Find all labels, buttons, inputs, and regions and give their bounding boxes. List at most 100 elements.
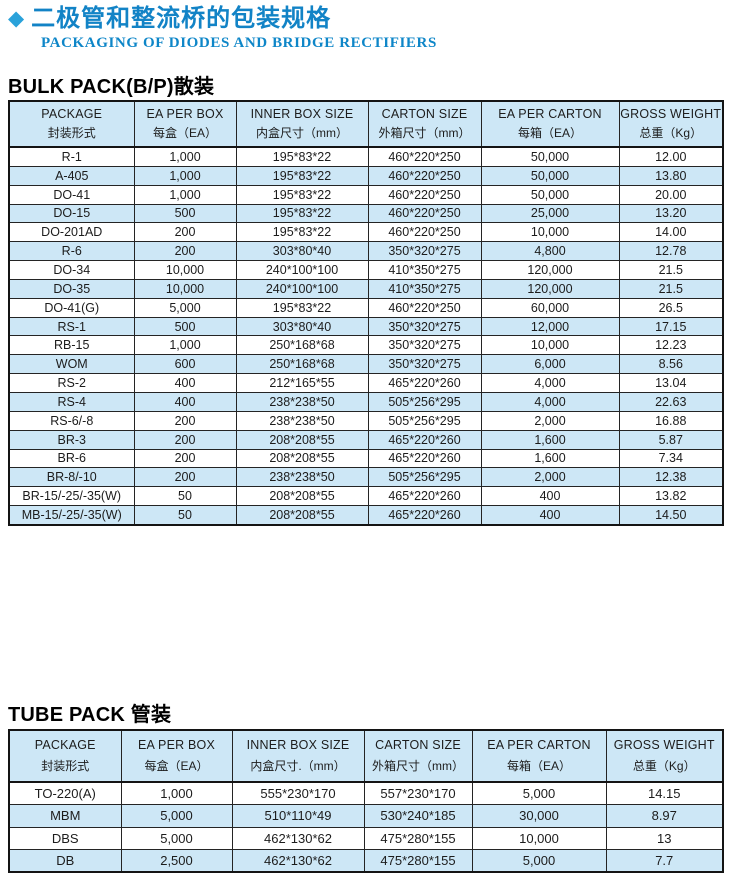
table-cell: 1,000 <box>120 781 233 806</box>
table-cell: DO-35 <box>8 278 135 299</box>
col-header-en: GROSS WEIGHT <box>620 107 722 121</box>
table-cell: 600 <box>133 354 237 375</box>
col-header-ea-per-box: EA PER BOX 每盒（EA） <box>120 729 233 783</box>
table-cell: 60,000 <box>480 297 620 318</box>
table-cell: 460*220*250 <box>367 146 482 167</box>
table-cell: 13.82 <box>618 486 724 507</box>
col-header-en: GROSS WEIGHT <box>613 738 715 752</box>
table-row: RS-2 400 212*165*55 465*220*260 4,000 13.04 <box>8 373 724 393</box>
table-cell: 10,000 <box>133 260 237 280</box>
col-header-zh: 每箱（EA） <box>506 759 571 773</box>
table-cell: RS-6/-8 <box>8 410 135 431</box>
table-cell: DO-15 <box>8 203 135 224</box>
table-cell: 505*256*295 <box>367 391 482 412</box>
table-cell: 5,000 <box>120 804 233 828</box>
table-cell: MB-15/-25/-35(W) <box>8 505 135 526</box>
table-cell: 500 <box>133 203 237 224</box>
table-row: DB 2,500 462*130*62 475*280*155 5,000 7.7 <box>8 848 724 873</box>
table-cell: 2,000 <box>480 410 620 431</box>
table-cell: 200 <box>133 467 237 488</box>
table-cell: 465*220*260 <box>367 505 482 526</box>
table-cell: 21.5 <box>618 278 724 299</box>
table-cell: 195*83*22 <box>235 222 369 243</box>
col-header-zh: 每盒（EA） <box>144 759 209 773</box>
table-cell: 500 <box>133 316 237 337</box>
table-cell: 2,000 <box>480 467 620 488</box>
table-row: DO-34 10,000 240*100*100 410*350*275 120,000… <box>8 260 724 280</box>
table-cell: 400 <box>133 373 237 393</box>
col-header-gross-weight: GROSS WEIGHT 总重（Kg） <box>605 729 724 783</box>
table-cell: 1,600 <box>480 448 620 469</box>
table-header-row: PACKAGE 封装形式 EA PER BOX 每盒（EA） INNER BOX… <box>8 729 724 783</box>
table-row: R-1 1,000 195*83*22 460*220*250 50,000 12.00 <box>8 146 724 167</box>
col-header-ea-per-carton: EA PER CARTON 每箱（EA） <box>471 729 607 783</box>
table-cell: DB <box>8 848 122 873</box>
table-cell: DBS <box>8 826 122 850</box>
col-header-zh: 内盒尺寸（mm） <box>256 126 348 140</box>
table-row: RB-15 1,000 250*168*68 350*320*275 10,000 12.… <box>8 335 724 356</box>
col-header-zh: 每盒（EA） <box>152 126 217 140</box>
table-cell: RS-2 <box>8 373 135 393</box>
table-cell: 7.7 <box>605 848 724 873</box>
table-cell: 5.87 <box>618 429 724 450</box>
table-cell: 465*220*260 <box>367 429 482 450</box>
table-cell: 50 <box>133 505 237 526</box>
table-cell: 505*256*295 <box>367 410 482 431</box>
bulk-pack-heading: BULK PACK(B/P)散装 <box>8 76 215 98</box>
table-cell: 200 <box>133 410 237 431</box>
table-row: RS-6/-8 200 238*238*50 505*256*295 2,000 16.8… <box>8 410 724 431</box>
col-header-en: EA PER CARTON <box>498 107 602 121</box>
bulk-pack-table: PACKAGE 封装形式 EA PER BOX 每盒（EA） INNER BOX… <box>8 100 724 526</box>
table-row: R-6 200 303*80*40 350*320*275 4,800 12.78 <box>8 241 724 262</box>
tube-pack-table-body: TO-220(A) 1,000 555*230*170 557*230*170 5,00… <box>8 781 724 873</box>
table-cell: 195*83*22 <box>235 297 369 318</box>
table-cell: 510*110*49 <box>231 804 365 828</box>
table-cell: 10,000 <box>471 826 607 850</box>
col-header-ea-per-box: EA PER BOX 每盒（EA） <box>133 100 237 148</box>
table-row: BR-15/-25/-35(W) 50 208*208*55 465*220*260 4… <box>8 486 724 507</box>
table-cell: 1,000 <box>133 165 237 186</box>
table-cell: 410*350*275 <box>367 260 482 280</box>
table-cell: 195*83*22 <box>235 165 369 186</box>
table-cell: 350*320*275 <box>367 241 482 262</box>
page-subtitle: PACKAGING OF DIODES AND BRIDGE RECTIFIER… <box>41 35 437 51</box>
col-header-carton-size: CARTON SIZE 外箱尺寸（mm） <box>367 100 482 148</box>
table-row: A-405 1,000 195*83*22 460*220*250 50,000 13.8… <box>8 165 724 186</box>
col-header-en: INNER BOX SIZE <box>246 738 350 752</box>
table-cell: 50,000 <box>480 165 620 186</box>
table-cell: 12.00 <box>618 146 724 167</box>
table-cell: DO-41 <box>8 184 135 205</box>
table-cell: 1,000 <box>133 335 237 356</box>
table-cell: 200 <box>133 448 237 469</box>
col-header-package: PACKAGE 封装形式 <box>8 729 122 783</box>
table-row: DO-41(G) 5,000 195*83*22 460*220*250 60,000 2… <box>8 297 724 318</box>
table-cell: 475*280*155 <box>363 826 473 850</box>
table-cell: 200 <box>133 241 237 262</box>
table-cell: R-1 <box>8 146 135 167</box>
table-cell: 460*220*250 <box>367 165 482 186</box>
table-cell: BR-15/-25/-35(W) <box>8 486 135 507</box>
table-cell: 208*208*55 <box>235 429 369 450</box>
table-cell: 460*220*250 <box>367 184 482 205</box>
table-cell: 200 <box>133 429 237 450</box>
col-header-en: INNER BOX SIZE <box>250 107 354 121</box>
table-cell: 350*320*275 <box>367 335 482 356</box>
col-header-inner-box-size: INNER BOX SIZE 内盒尺寸.（mm） <box>231 729 365 783</box>
table-cell: 462*130*62 <box>231 826 365 850</box>
table-cell: WOM <box>8 354 135 375</box>
table-cell: TO-220(A) <box>8 781 122 806</box>
col-header-inner-box-size: INNER BOX SIZE 内盒尺寸（mm） <box>235 100 369 148</box>
table-cell: 208*208*55 <box>235 505 369 526</box>
table-cell: 555*230*170 <box>231 781 365 806</box>
col-header-en: PACKAGE <box>41 107 103 121</box>
table-cell: 530*240*185 <box>363 804 473 828</box>
table-cell: 400 <box>133 391 237 412</box>
table-cell: 10,000 <box>480 222 620 243</box>
table-cell: 13.20 <box>618 203 724 224</box>
table-cell: 12.78 <box>618 241 724 262</box>
table-cell: 7.34 <box>618 448 724 469</box>
col-header-en: EA PER CARTON <box>487 738 591 752</box>
table-cell: 21.5 <box>618 260 724 280</box>
table-row: DO-201AD 200 195*83*22 460*220*250 10,000 14.… <box>8 222 724 243</box>
